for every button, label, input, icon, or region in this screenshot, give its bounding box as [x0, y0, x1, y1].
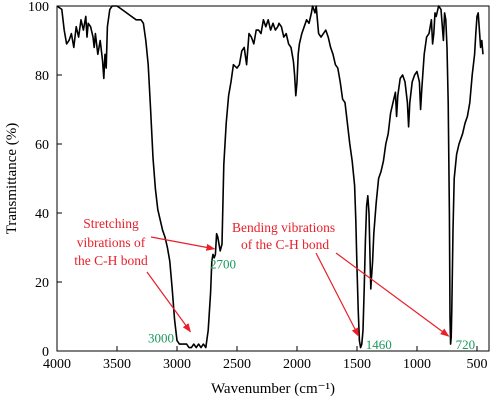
y-tick-label: 100 [28, 0, 49, 15]
axis-labels: Wavenumber (cm⁻¹) Transmittance (%) [4, 123, 335, 397]
bending-annotation-text: Bending vibrations [232, 220, 335, 235]
bending-annotation-text: of the C-H bond [241, 237, 329, 252]
x-tick-label: 3500 [103, 357, 131, 372]
y-axis-label: Transmittance (%) [4, 123, 20, 235]
annotations: 3000 2700 1460 720 Stretching vibrations of th… [74, 216, 475, 352]
stretching-annotation-text: vibrations of [77, 235, 146, 250]
stretching-annotation-text: Stretching [83, 216, 139, 231]
x-tick-label: 500 [467, 357, 488, 372]
stretching-annotation-text: the C-H bond [74, 253, 148, 268]
peak-label: 2700 [210, 256, 236, 271]
x-tick-label: 1000 [403, 357, 431, 372]
peak-label: 3000 [148, 331, 174, 346]
axis-ticks: 4000 3500 3000 2500 2000 1500 1000 500 0 20 40 60 80… [28, 0, 488, 372]
x-tick-label: 1500 [343, 357, 371, 372]
peak-label: 720 [456, 337, 476, 352]
plot-area [56, 5, 490, 352]
x-tick-label: 2000 [283, 357, 311, 372]
annotation-arrow [146, 271, 191, 333]
plot-frame [56, 5, 490, 352]
x-tick-label: 3000 [163, 357, 191, 372]
y-tick-label: 0 [42, 345, 49, 360]
annotation-arrow [150, 236, 216, 251]
y-tick-label: 80 [35, 69, 49, 84]
x-axis-label: Wavenumber (cm⁻¹) [211, 381, 335, 397]
y-tick-label: 60 [35, 138, 49, 153]
spectrum-series [56, 5, 484, 349]
spectrum-line [56, 5, 484, 349]
x-tick-label: 4000 [43, 357, 71, 372]
y-tick-label: 40 [35, 207, 49, 222]
annotation-arrow [335, 252, 450, 337]
y-tick-label: 20 [35, 276, 49, 291]
x-tick-label: 2500 [223, 357, 251, 372]
peak-label: 1460 [366, 337, 392, 352]
annotation-arrow [315, 252, 360, 337]
